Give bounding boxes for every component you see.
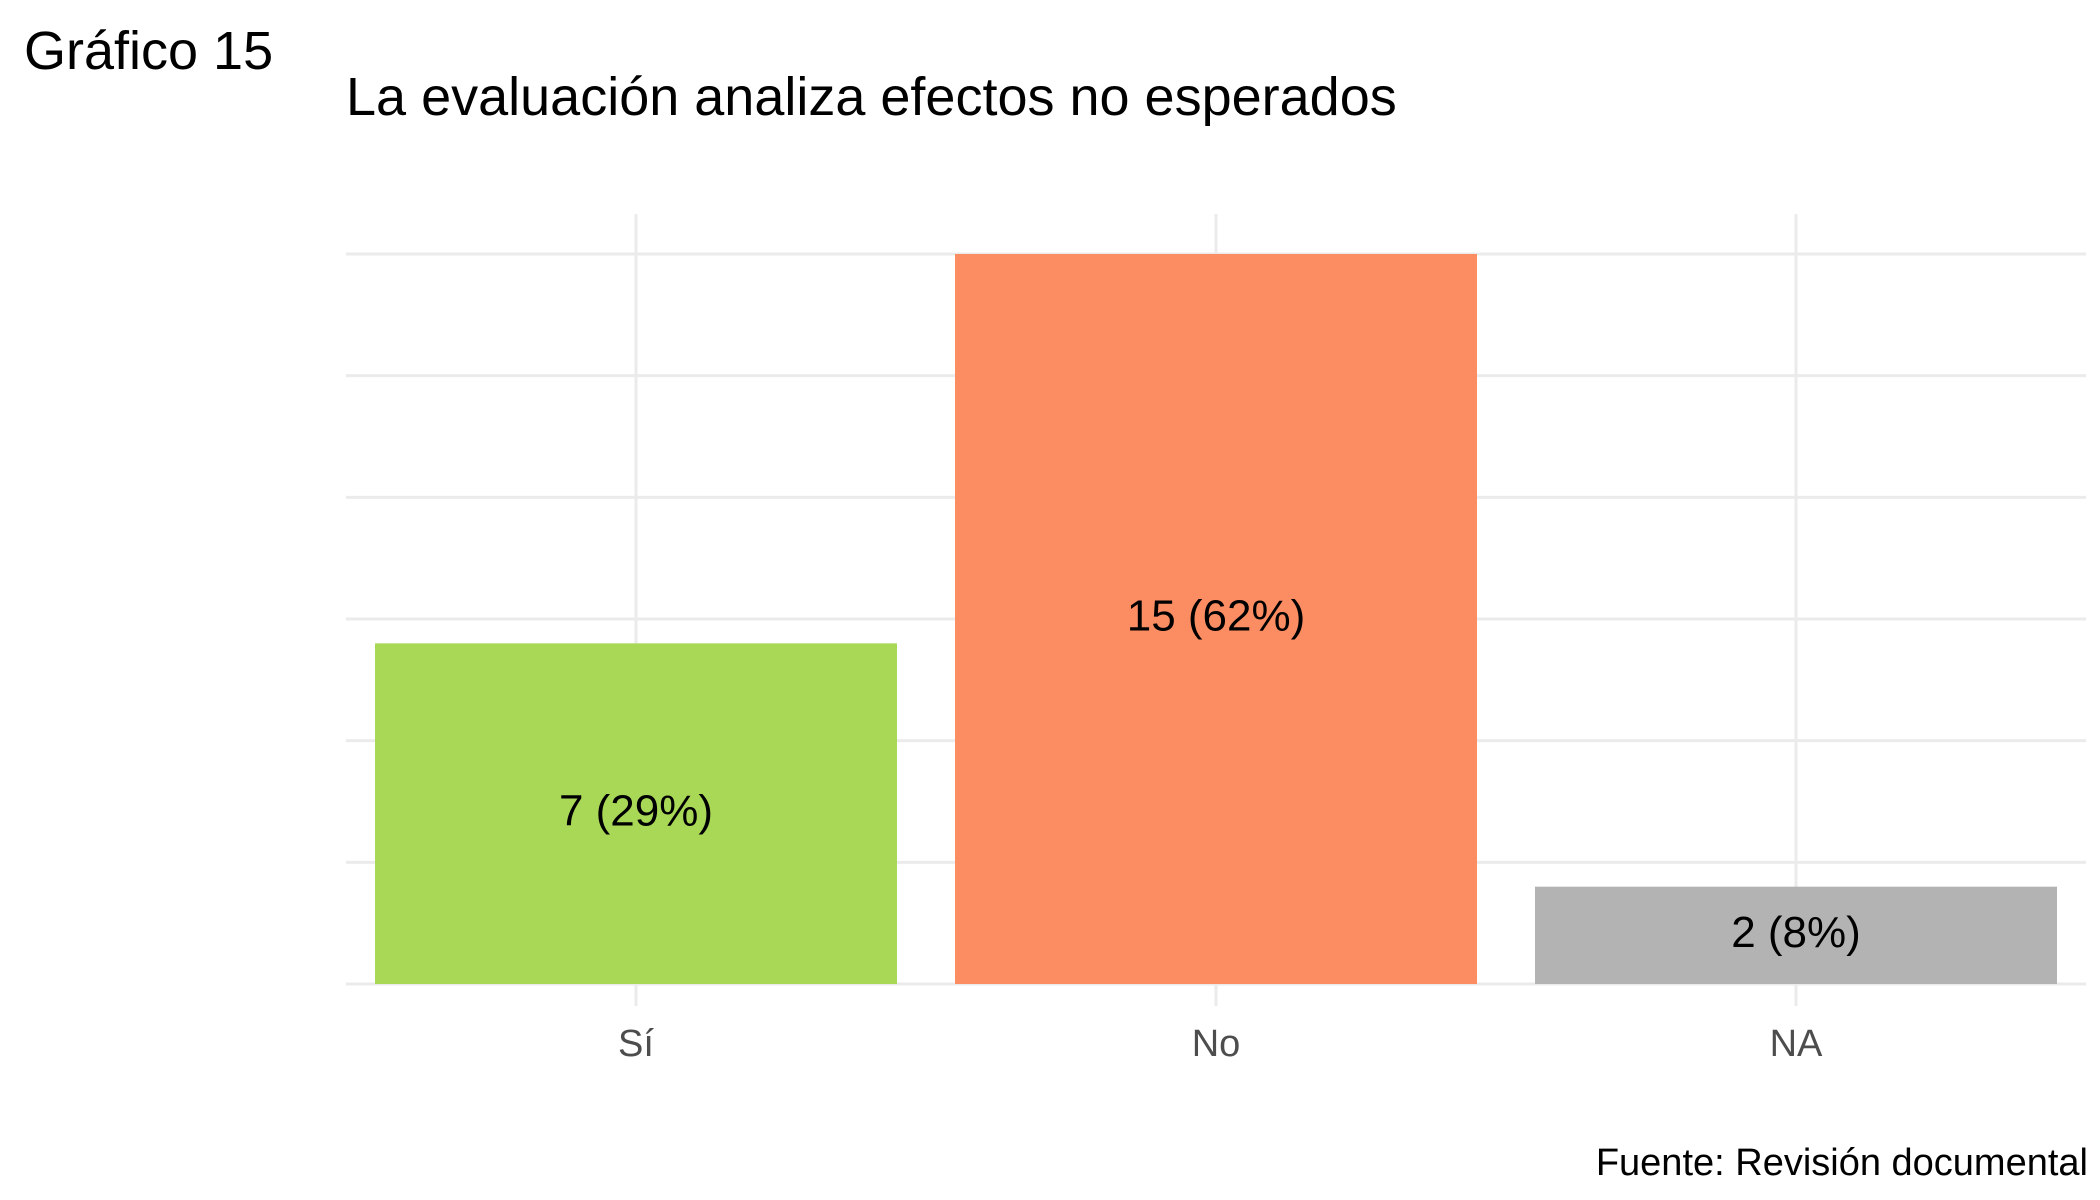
bar-data-label: 7 (29%) [559,786,713,835]
figure-label: Gráfico 15 [24,21,274,81]
source-caption: Fuente: Revisión documental [1595,1142,2088,1184]
bar-1 [375,643,897,984]
bar-data-label: 15 (62%) [1127,592,1306,641]
bar-2 [955,254,1477,984]
x-tick-label: NA [1770,1023,1823,1065]
x-tick-label: No [1192,1023,1241,1065]
x-tick-label: Sí [618,1023,654,1065]
chart-title: La evaluación analiza efectos no esperad… [346,67,1397,127]
bar-3 [1535,886,2057,984]
bar-data-label: 2 (8%) [1731,908,1861,957]
